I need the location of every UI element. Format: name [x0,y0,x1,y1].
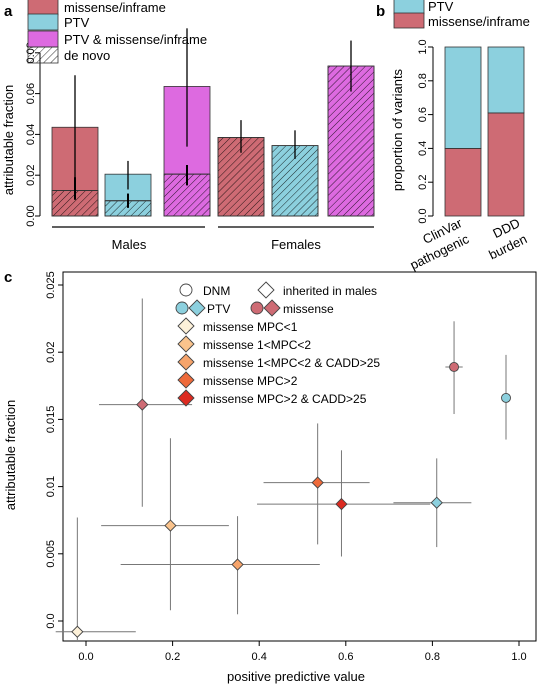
legend-c-label-ptv: PTV [207,302,230,316]
point-diamond-2 [430,496,443,509]
point-diamond-4 [71,625,84,638]
category-label-ddd-2: burden [486,231,529,262]
panel-a-y-tick-label: 0.02 [25,164,37,185]
point-circle-1 [449,362,459,372]
panel-b-letter: b [376,3,385,20]
panel-a-y-tick-label: 0.06 [25,83,37,104]
panel-c-x-tick-label: 1.0 [511,651,526,663]
legend-c-label-mpc-gt2-cadd: missense MPC>2 & CADD>25 [203,392,367,406]
legend-c-label-mpc-1-2-cadd: missense 1<MPC<2 & CADD>25 [203,356,380,370]
legend-label-both: PTV & missense/inframe [64,32,207,47]
legend-swatch-b-missense [393,12,425,29]
legend-c-label-mpc-gt2: missense MPC>2 [203,374,298,388]
panel-b-y-tick-label: 0.0 [417,208,429,223]
legend-c-swatch-mpc-gt2-cadd [177,389,195,407]
legend-c-swatch-mpc-gt2 [177,371,195,389]
panel-c-ylabel: attributable fraction [3,400,18,511]
panel-b-y-tick-label: 0.2 [417,175,429,190]
legend-swatch-b-ptv [393,0,425,15]
point-diamond-3 [136,398,149,411]
legend-c-circle-dnm [179,283,193,297]
legend-swatch-de-novo [27,46,59,64]
panel-b-y-tick-label: 1.0 [417,39,429,54]
legend-label-de-novo: de novo [64,48,110,63]
point-diamond-6 [231,558,244,571]
stacked-bar-0-ptv [444,46,482,149]
legend-c-diamond-missense [263,299,281,317]
panel-b-bars [444,46,525,217]
panel-c-y-tick-label: 0.025 [45,271,57,299]
panel-a-y-tick-label: 0.00 [25,205,37,226]
panel-b-y-tick-label: 0.6 [417,107,429,122]
panel-c-x-tick-label: 0.8 [425,651,440,663]
panel-c-x-tick-label: 0.4 [252,651,267,663]
legend-b-label-missense: missense/inframe [428,14,530,29]
panel-a-letter: a [4,3,13,20]
legend-c-diamond-inherited [257,281,275,299]
legend-label-ptv: PTV [64,15,90,30]
stacked-bar-0-missense [444,147,482,217]
group-label-females: Females [271,237,321,252]
panel-b-ylabel: proportion of variants [390,68,405,191]
panel-c-legend: DNM inherited in males PTV missense miss… [175,281,380,407]
panel-c-plot-frame [62,271,537,642]
panel-c-y-tick-label: 0.0 [45,613,57,628]
panel-b-legend: PTV missense/inframe [393,0,530,29]
panel-c-y-tick-label: 0.015 [45,406,57,434]
point-diamond-7 [311,476,324,489]
panel-a-ylabel: attributable fraction [1,85,16,196]
legend-c-label-missense: missense [283,302,334,316]
panel-a-y-axis: 0.000.020.040.060.08 [25,42,41,227]
legend-c-swatch-mpc-lt1 [177,317,195,335]
panel-c-points [55,298,511,640]
point-circle-0 [501,392,511,403]
panel-a-y-tick-label: 0.04 [25,124,37,145]
panel-a-bars [51,28,375,217]
legend-label-missense: missense/inframe [64,0,166,15]
panel-c-xlabel: positive predictive value [227,669,365,684]
legend-c-swatch-mpc-1-2 [177,335,195,353]
legend-c-label-mpc-1-2: missense 1<MPC<2 [203,338,311,352]
legend-c-circle-ptv [175,301,189,315]
legend-c-label-mpc-lt1: missense MPC<1 [203,320,298,334]
panel-c-y-tick-label: 0.005 [45,540,57,568]
point-diamond-8 [335,497,348,511]
legend-c-label-inherited: inherited in males [283,284,377,298]
legend-c-circle-missense [250,301,264,315]
stacked-bar-1-ptv [487,46,525,114]
panel-c-x-tick-label: 0.0 [78,651,93,663]
panel-b-y-tick-label: 0.4 [417,141,429,156]
legend-swatch-missense [27,0,59,16]
panel-c-y-tick-label: 0.01 [45,476,57,497]
point-diamond-5 [164,519,177,532]
panel-c-letter: c [4,269,12,286]
panel-c-x-tick-label: 0.6 [338,651,353,663]
legend-c-label-dnm: DNM [203,284,230,298]
panel-c-y-tick-label: 0.02 [45,341,57,362]
legend-c-swatch-mpc-1-2-cadd [177,353,195,371]
panel-c-axes: 0.0 0.2 0.4 0.6 0.8 1.0 0.0 0.005 0.01 0.015 0.02 0… [45,271,527,663]
legend-b-label-ptv: PTV [428,0,454,14]
panel-c-x-tick-label: 0.2 [165,651,180,663]
panel-b-y-tick-label: 0.8 [417,73,429,88]
panel-a-group-brackets: Males Females [52,226,374,252]
panel-a-legend: missense/inframe PTV PTV & missense/infr… [27,0,207,64]
group-label-males: Males [112,237,147,252]
legend-swatch-both [27,30,59,48]
legend-swatch-ptv [27,13,59,31]
legend-c-diamond-ptv [188,299,206,317]
stacked-bar-1-missense [487,112,525,217]
panel-b-y-axis: 0.0 0.2 0.4 0.6 0.8 1.0 [417,39,434,224]
